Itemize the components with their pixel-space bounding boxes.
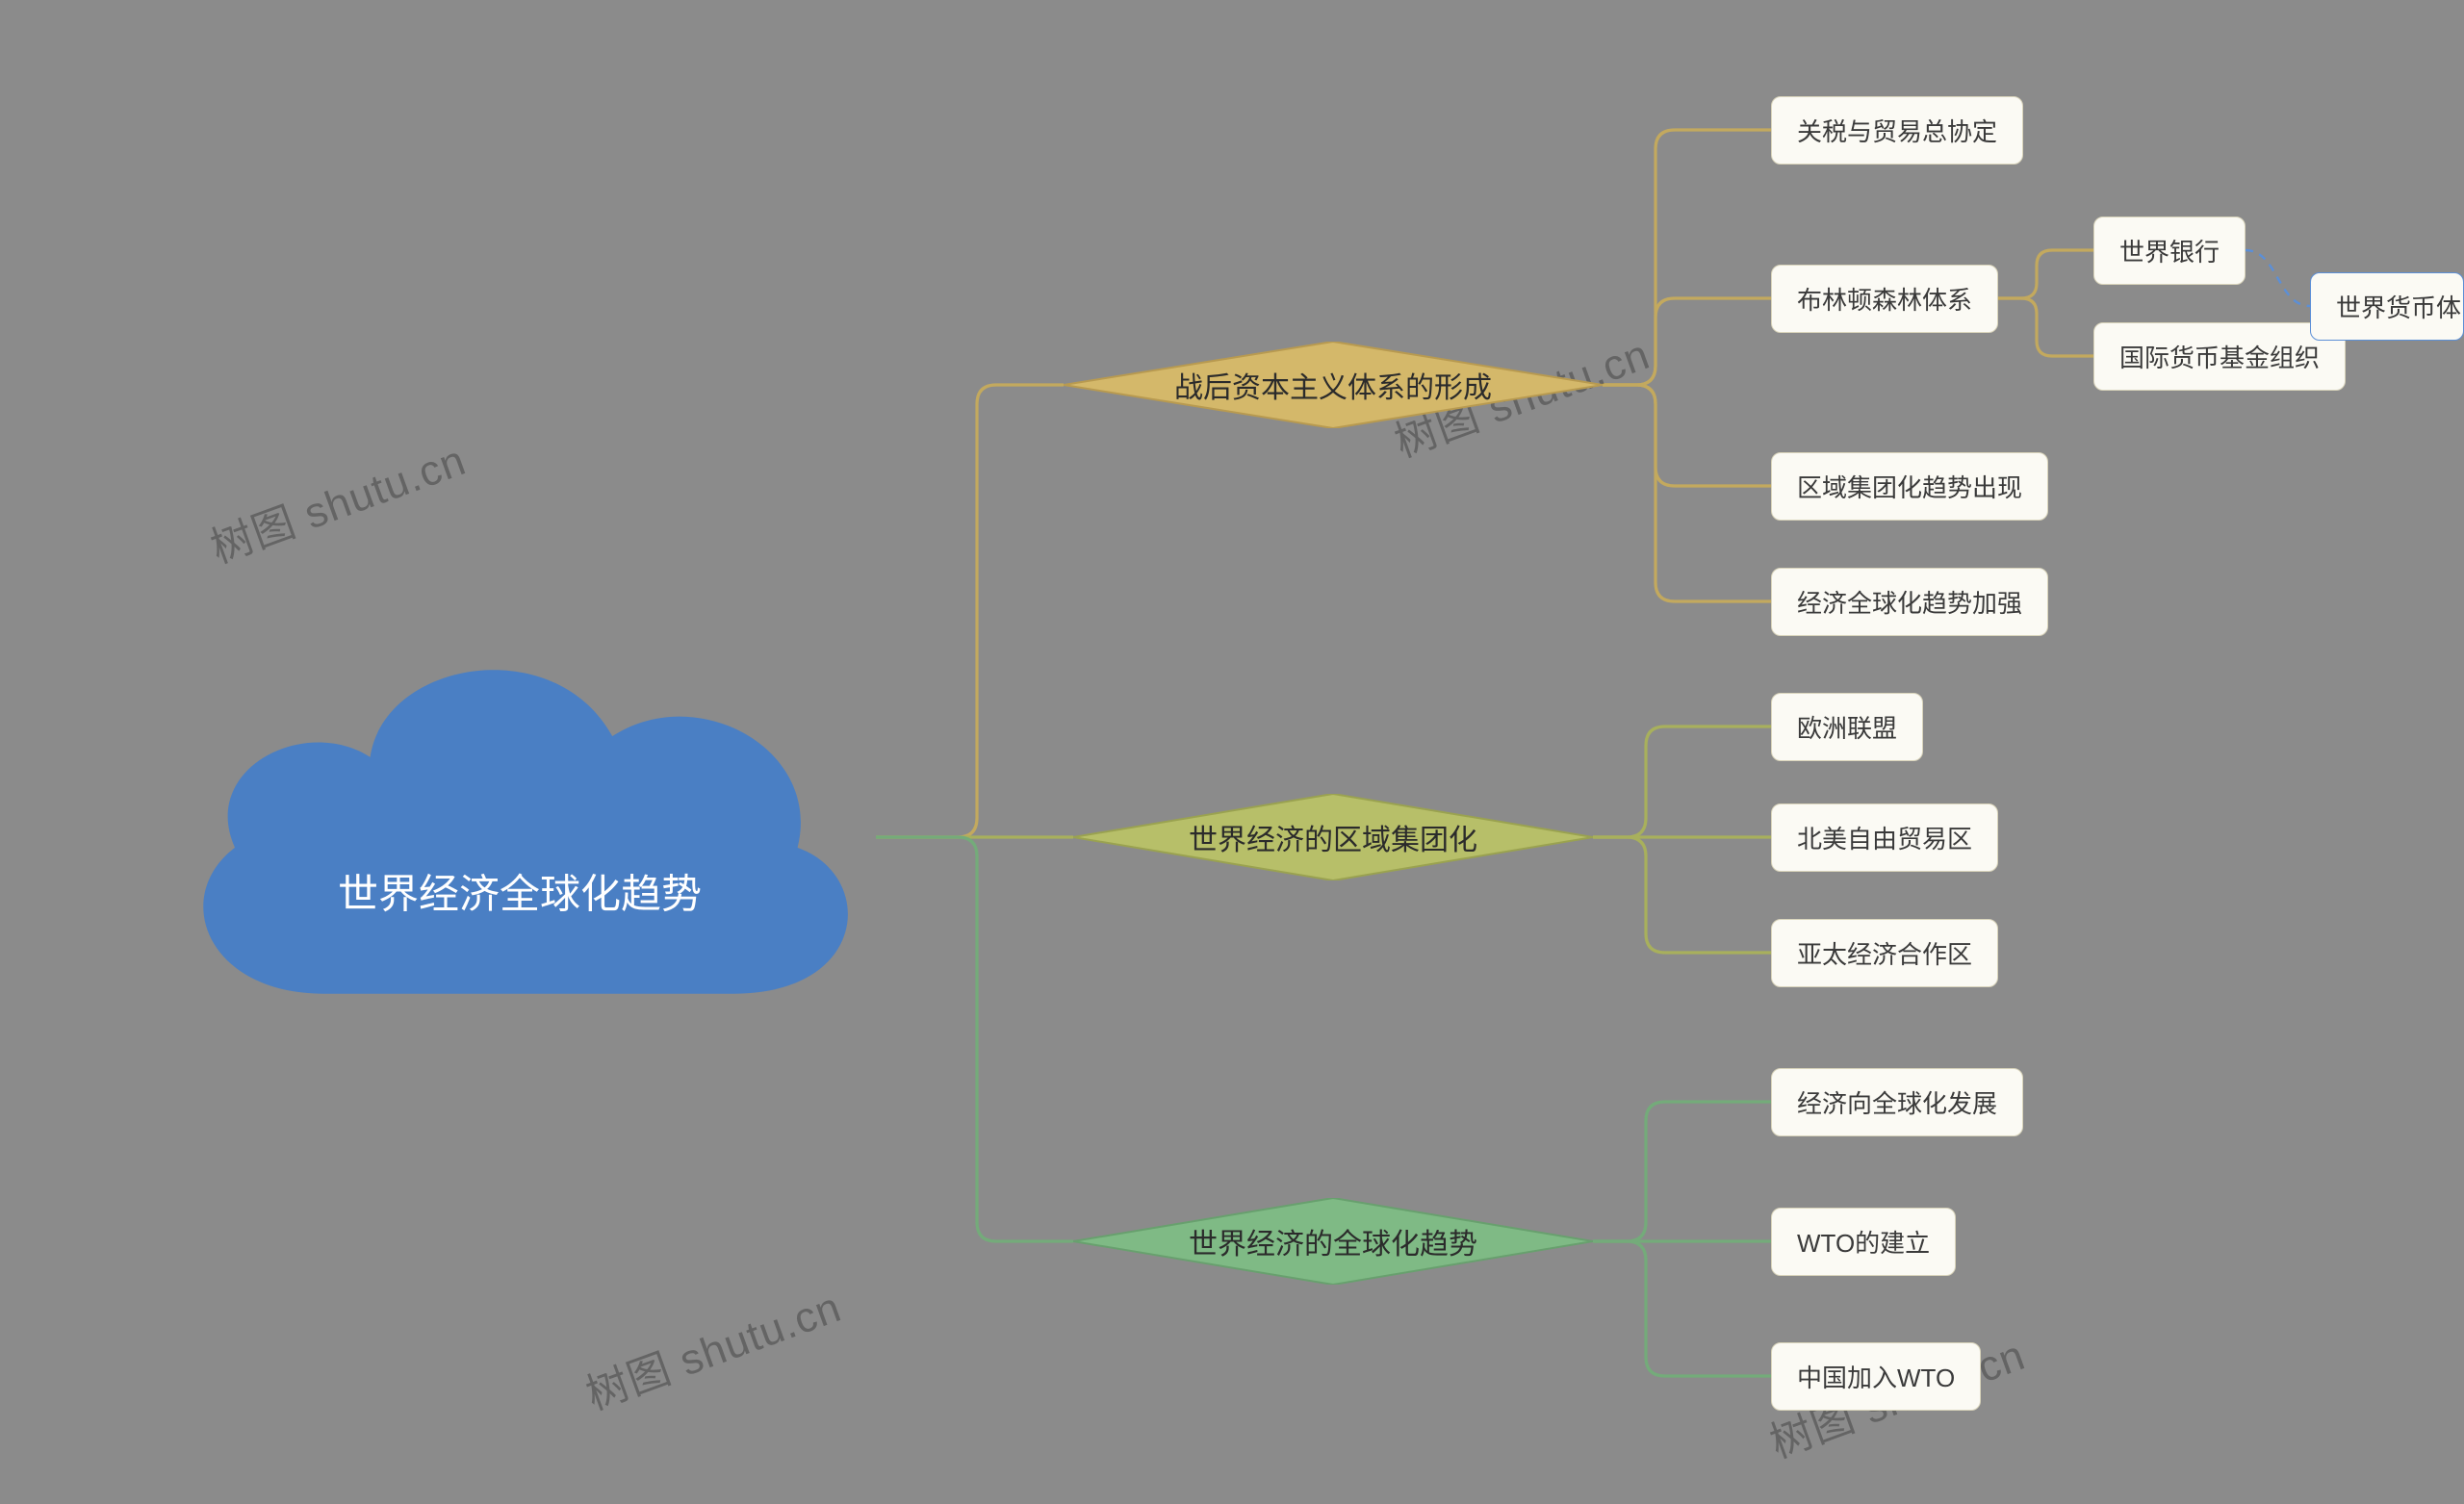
leaf-node[interactable]: 亚太经济合作区 xyxy=(1771,919,1998,987)
branch-label: 世界经济的全球化趋势 xyxy=(1189,1220,1477,1262)
floating-note[interactable]: 世界货币体系形 xyxy=(2310,272,2464,341)
leaf-node[interactable]: 区域集团化趋势出现 xyxy=(1771,452,2048,521)
branch-label: 世界经济的区域集团化 xyxy=(1189,816,1477,858)
watermark: 树图 shutu.cn xyxy=(577,1272,849,1421)
leaf-node[interactable]: 欧洲联盟 xyxy=(1771,693,1923,761)
leaf-node[interactable]: 中国加入WTO xyxy=(1771,1342,1981,1411)
branch-label: 战后资本主义体系的形成 xyxy=(1174,364,1492,406)
watermark: 树图 shutu.cn xyxy=(201,425,474,574)
root-node[interactable]: 世界经济全球化趋势 xyxy=(164,611,876,1063)
leaf-node[interactable]: WTO的建立 xyxy=(1771,1208,1956,1276)
leaf-node[interactable]: 布林顿森林体系 xyxy=(1771,265,1998,333)
leaf-node[interactable]: 经济向全球化发展 xyxy=(1771,1068,2023,1136)
mindmap-canvas: 树图 shutu.cn树图 shutu.cn树图 shutu.cn树图 shut… xyxy=(0,0,2464,1504)
root-label: 世界经济全球化趋势 xyxy=(164,862,876,921)
leaf-node[interactable]: 北美自由贸易区 xyxy=(1771,803,1998,872)
branch-node[interactable]: 世界经济的区域集团化 xyxy=(1073,794,1593,880)
leaf-node[interactable]: 国际货币基金组织 xyxy=(2093,322,2346,391)
leaf-node[interactable]: 经济全球化趋势加强 xyxy=(1771,568,2048,636)
leaf-node[interactable]: 世界银行 xyxy=(2093,217,2246,285)
branch-node[interactable]: 世界经济的全球化趋势 xyxy=(1073,1198,1593,1285)
branch-node[interactable]: 战后资本主义体系的形成 xyxy=(1064,342,1603,428)
leaf-node[interactable]: 关税与贸易总协定 xyxy=(1771,96,2023,165)
